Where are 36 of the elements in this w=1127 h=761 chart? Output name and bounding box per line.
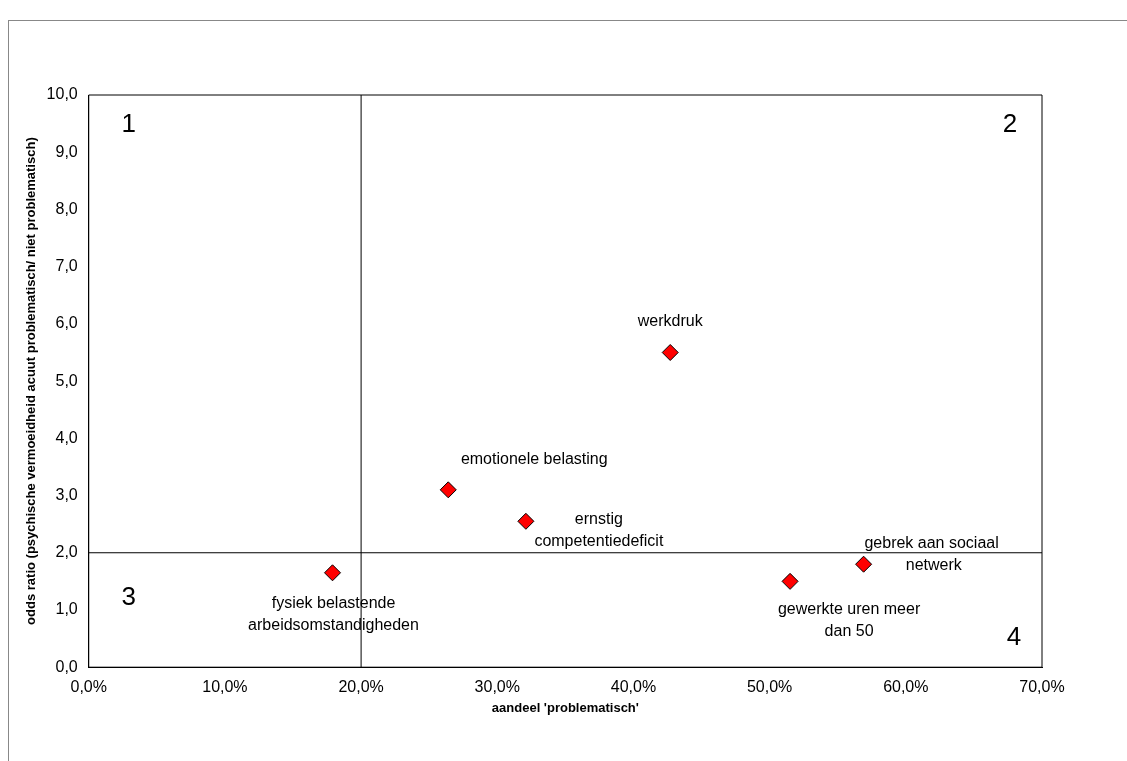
x-tick-label: 70,0% — [1019, 678, 1065, 696]
x-tick-label: 0,0% — [70, 678, 107, 696]
y-tick-label: 1,0 — [55, 600, 78, 618]
point — [781, 572, 799, 590]
x-axis-title: aandeel 'problematisch' — [491, 699, 639, 715]
annotation: 2 — [1002, 108, 1018, 139]
annotation: werkdruk — [636, 311, 704, 329]
annotation: 1 — [121, 108, 136, 139]
y-tick-label: 6,0 — [55, 314, 78, 332]
point — [324, 564, 341, 582]
y-tick-label: 7,0 — [55, 257, 78, 275]
x-tick-label: 20,0% — [338, 678, 384, 696]
annotation: emotionele belasting — [460, 450, 608, 468]
x-tick-label: 50,0% — [746, 678, 793, 696]
y-tick-label: 10,0 — [46, 85, 78, 103]
x-tick-label: 40,0% — [610, 678, 657, 696]
y-axis-title: odds ratio (psychische vermoeidheid acuut problematisch/ niet problematisch) — [23, 137, 39, 625]
y-tick-label: 5,0 — [55, 371, 78, 389]
y-tick-label: 4,0 — [55, 428, 78, 446]
annotation: ernstig competentiedeficit — [534, 509, 664, 549]
point — [517, 512, 535, 530]
y-tick-label: 9,0 — [55, 142, 78, 160]
y-tick-label: 8,0 — [55, 199, 78, 217]
x-tick-label: 60,0% — [883, 678, 929, 696]
point — [855, 555, 873, 573]
x-tick-label: 30,0% — [474, 678, 520, 696]
point — [439, 481, 457, 499]
annotation: 4 — [1006, 621, 1022, 652]
y-tick-label: 2,0 — [55, 543, 78, 561]
annotation: 3 — [121, 581, 136, 612]
y-tick-label: 3,0 — [55, 485, 78, 503]
x-tick-label: 10,0% — [202, 678, 248, 696]
point — [661, 343, 679, 361]
annotation: gewerkte uren meer dan 50 — [777, 599, 921, 639]
annotation: gebrek aan sociaal netwerk — [864, 533, 999, 573]
y-tick-label: 0,0 — [55, 657, 78, 675]
